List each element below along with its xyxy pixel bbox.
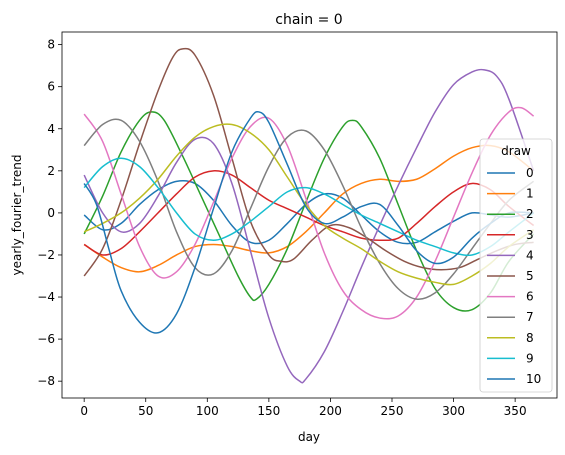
y-tick-label: 2 — [47, 164, 55, 178]
legend-label-4: 4 — [526, 248, 534, 262]
y-axis-ticks: −8 −6 −4 −2 0 2 4 6 8 — [37, 38, 62, 388]
y-axis-label: yearly_fourier_trend — [10, 155, 24, 276]
legend-label-1: 1 — [526, 187, 534, 201]
x-tick-label: 150 — [257, 404, 280, 418]
legend-label-5: 5 — [526, 269, 534, 283]
x-tick-label: 300 — [442, 404, 465, 418]
y-tick-label: 8 — [47, 38, 55, 52]
chart-title: chain = 0 — [275, 12, 342, 28]
series-line-1 — [83, 144, 535, 273]
y-tick-label: −8 — [37, 374, 55, 388]
x-tick-label: 250 — [381, 404, 404, 418]
x-axis-ticks: 0 50 100 150 200 250 300 350 — [80, 398, 527, 418]
x-tick-label: 200 — [319, 404, 342, 418]
y-tick-label: −4 — [37, 290, 55, 304]
y-tick-label: 4 — [47, 122, 55, 136]
x-tick-label: 100 — [196, 404, 219, 418]
legend: draw 0 1 2 3 4 5 6 7 8 9 10 — [479, 138, 553, 393]
series-line-3 — [83, 170, 535, 256]
legend-entries: 0 1 2 3 4 5 6 7 8 9 10 — [487, 166, 541, 386]
y-tick-label: 6 — [47, 80, 55, 94]
y-tick-label: −2 — [37, 248, 55, 262]
plot-frame — [61, 31, 558, 399]
series-line-6 — [83, 106, 535, 320]
series-line-8 — [83, 123, 535, 286]
series-layer — [83, 47, 535, 384]
x-tick-label: 350 — [504, 404, 527, 418]
x-axis-label: day — [298, 430, 320, 444]
legend-label-0: 0 — [526, 166, 534, 180]
legend-label-10: 10 — [526, 372, 541, 386]
series-line-10 — [83, 110, 534, 334]
x-tick-label: 50 — [138, 404, 153, 418]
plot-area — [62, 32, 557, 398]
series-line-5 — [83, 47, 534, 277]
series-line-4 — [83, 68, 535, 384]
legend-box — [479, 138, 553, 393]
legend-label-7: 7 — [526, 310, 534, 324]
legend-label-2: 2 — [526, 207, 534, 221]
series-line-9 — [83, 157, 535, 257]
series-line-2 — [83, 111, 535, 312]
legend-label-8: 8 — [526, 331, 534, 345]
series-line-7 — [83, 118, 535, 300]
legend-label-9: 9 — [526, 351, 534, 365]
legend-label-3: 3 — [526, 228, 534, 242]
y-tick-label: 0 — [47, 206, 55, 220]
x-tick-label: 0 — [80, 404, 88, 418]
legend-label-6: 6 — [526, 290, 534, 304]
y-tick-label: −6 — [37, 332, 55, 346]
legend-title: draw — [501, 144, 531, 158]
